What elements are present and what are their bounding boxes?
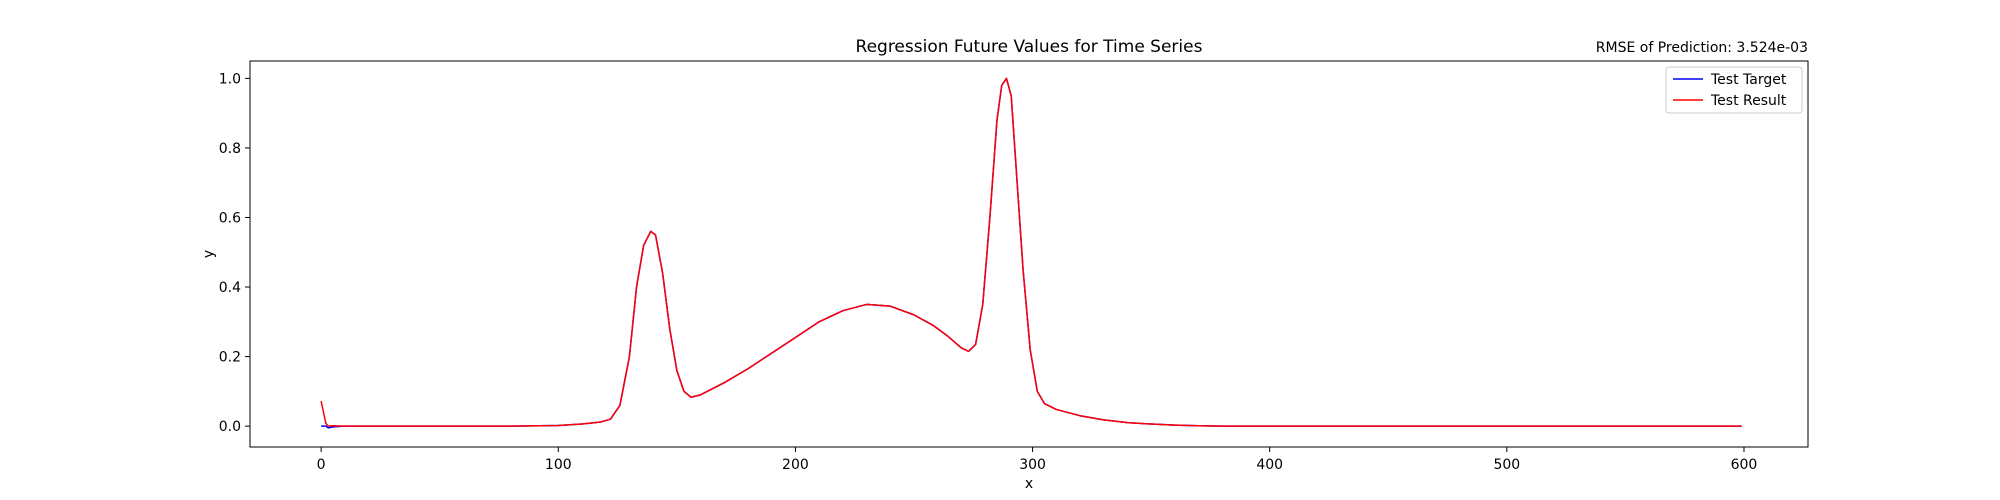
- plot-area: [320, 77, 1742, 429]
- x-tick-label: 200: [782, 457, 809, 473]
- legend-label-test-target: Test Target: [1710, 72, 1787, 88]
- chart-title: Regression Future Values for Time Series: [856, 37, 1203, 57]
- y-axis-label: y: [201, 250, 217, 258]
- legend-label-test-result: Test Result: [1710, 93, 1787, 109]
- x-axis-label: x: [1025, 476, 1033, 492]
- axes-frame: [249, 60, 1809, 448]
- x-tick-label: 400: [1256, 457, 1283, 473]
- x-tick-label: 300: [1019, 457, 1046, 473]
- y-tick-label: 0.2: [219, 350, 241, 366]
- x-tick-label: 0: [317, 457, 326, 473]
- legend: Test Target Test Result: [1665, 66, 1803, 114]
- y-tick-label: 0.4: [219, 280, 241, 296]
- y-tick-label: 0.8: [219, 141, 241, 157]
- y-tick-label: 0.6: [219, 210, 241, 226]
- axes: 0 100 200 300 400 500 600 0.0 0.2 0.4 0.6 0.8 1.0: [219, 60, 1809, 473]
- x-tick-label: 500: [1493, 457, 1520, 473]
- y-tick-label: 1.0: [219, 71, 241, 87]
- rmse-annotation: RMSE of Prediction: 3.524e-03: [1596, 40, 1808, 56]
- x-tick-label: 600: [1731, 457, 1758, 473]
- series-line-test-result: [320, 77, 1742, 427]
- y-tick-label: 0.0: [219, 419, 241, 435]
- x-tick-label: 100: [545, 457, 572, 473]
